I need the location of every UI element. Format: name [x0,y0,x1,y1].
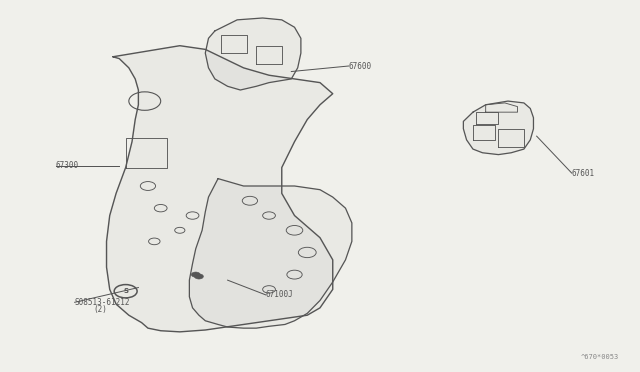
Polygon shape [463,101,534,155]
Text: ^670*0053: ^670*0053 [581,353,620,359]
Polygon shape [189,179,352,328]
Text: 67300: 67300 [56,161,79,170]
Polygon shape [205,18,301,90]
Circle shape [191,272,200,277]
Circle shape [195,274,204,279]
Polygon shape [106,46,333,332]
Text: 67601: 67601 [572,169,595,177]
Text: S08513-61212: S08513-61212 [75,298,130,307]
Text: (2): (2) [94,305,108,314]
Text: 67100J: 67100J [266,291,294,299]
Text: S: S [123,288,128,294]
Text: 67600: 67600 [349,61,372,71]
